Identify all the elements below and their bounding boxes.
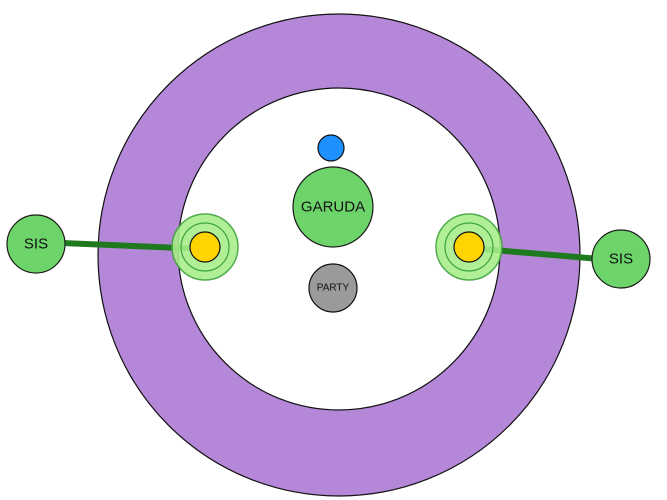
yellow-target-icon	[189, 231, 221, 263]
left-sis-node[interactable]: SIS	[6, 214, 66, 274]
yellow-target-icon	[453, 231, 485, 263]
right-sis-label: SIS	[609, 251, 633, 268]
garuda-node[interactable]: GARUDA	[292, 166, 374, 248]
right-target-ring	[444, 222, 494, 272]
right-sis-node[interactable]: SIS	[591, 229, 651, 289]
party-label: PARTY	[317, 283, 350, 294]
garuda-label: GARUDA	[301, 199, 365, 216]
party-node[interactable]: PARTY	[308, 263, 358, 313]
left-target-ring	[180, 222, 230, 272]
right-sis-circle	[591, 229, 651, 289]
right-target[interactable]	[435, 213, 503, 281]
party-circle	[308, 263, 358, 313]
left-sis-circle	[6, 214, 66, 274]
left-sis-label: SIS	[24, 236, 48, 253]
blue-dot-icon[interactable]	[317, 134, 345, 162]
garuda-circle	[292, 166, 374, 248]
left-target[interactable]	[171, 213, 239, 281]
